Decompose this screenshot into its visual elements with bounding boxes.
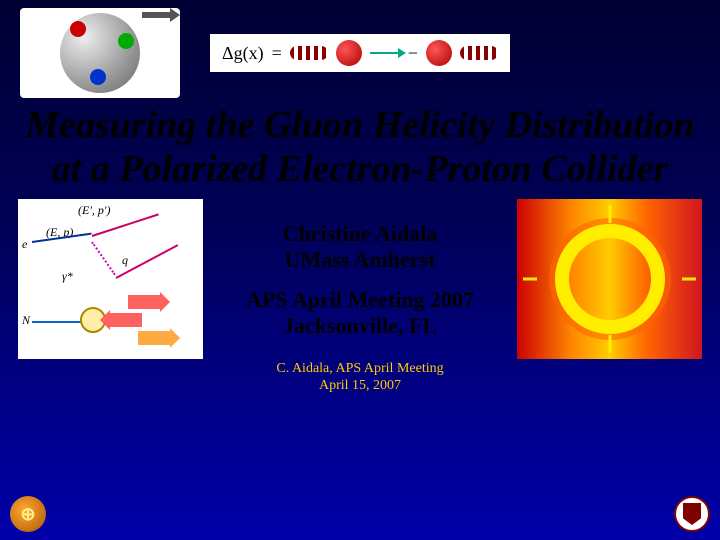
tick-icon (608, 335, 611, 353)
d-quark-arrow-icon (138, 331, 172, 345)
equation-lhs: Δg(x) (222, 43, 264, 64)
proton-sphere (60, 13, 140, 93)
author-block: Christine Aidala UMass Amherst APS April… (203, 221, 517, 338)
momentum-out-label: (E', p') (78, 203, 110, 218)
nucleon-label: N (22, 313, 30, 328)
slide-title: Measuring the Gluon Helicity Distributio… (0, 102, 720, 199)
header-images-row: Δg(x) = − (0, 0, 720, 102)
photon-label: γ* (62, 269, 73, 284)
author-name: Christine Aidala (203, 221, 517, 247)
tick-icon (523, 278, 537, 281)
meeting-location: Jacksonville, FL (203, 313, 517, 338)
proton-structure-image (20, 8, 180, 98)
footer-line-2: April 15, 2007 (0, 378, 720, 395)
proton-antialigned-icon (426, 40, 452, 66)
u-quark-arrow-icon (108, 313, 142, 327)
quark-label: q (122, 253, 128, 268)
u-quark-arrow-icon (128, 295, 162, 309)
shield-icon (683, 503, 701, 525)
ring-icon (555, 224, 665, 334)
author-affiliation: UMass Amherst (203, 247, 517, 273)
content-row: e (E, p) (E', p') γ* q N u u d Christine… (0, 199, 720, 359)
up-quark-icon (118, 33, 134, 49)
nucleon-line (32, 321, 82, 323)
down-quark-icon (90, 69, 106, 85)
meeting-name: APS April Meeting 2007 (203, 287, 517, 312)
tick-icon (682, 278, 696, 281)
delta-g-equation: Δg(x) = − (210, 34, 510, 72)
gluon-icon (460, 46, 498, 60)
footer-credit: C. Aidala, APS April Meeting April 15, 2… (0, 361, 720, 395)
footer-line-1: C. Aidala, APS April Meeting (0, 361, 720, 378)
feynman-diagram: e (E, p) (E', p') γ* q N u u d (18, 199, 203, 359)
photon-line (91, 242, 116, 276)
up-quark-icon (70, 21, 86, 37)
proton-aligned-icon (336, 40, 362, 66)
gluon-icon (290, 46, 328, 60)
tick-icon (608, 205, 611, 223)
equals-sign: = (272, 43, 282, 64)
spin-arrow-icon (142, 12, 172, 18)
helicity-arrow-icon (370, 52, 400, 54)
umass-logo-icon (674, 496, 710, 532)
electron-label: e (22, 237, 27, 252)
thermal-image (517, 199, 702, 359)
minus-sign: − (408, 43, 418, 64)
lab-logo-icon: ⊕ (10, 496, 46, 532)
